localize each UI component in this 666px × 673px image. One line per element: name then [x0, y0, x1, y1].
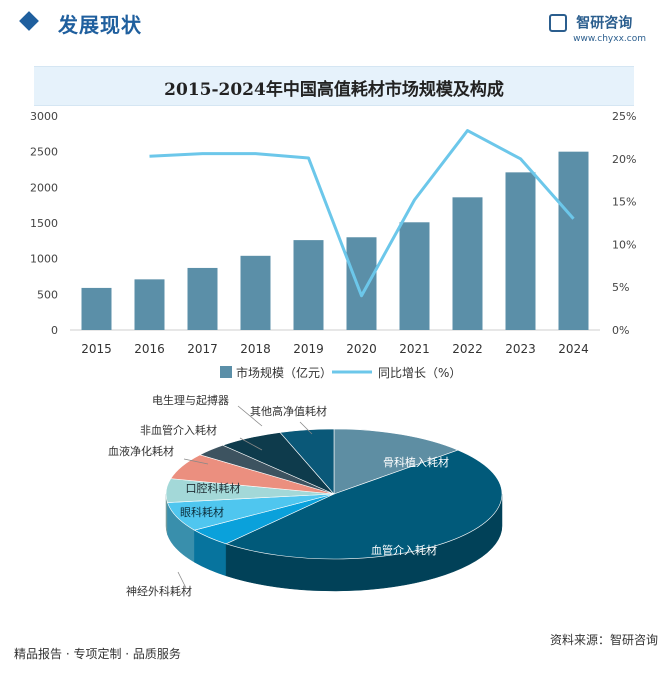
x-tick-label: 2023	[505, 342, 536, 356]
pie-leader-line	[237, 405, 263, 427]
page-header: 发展现状 智研咨询 www.chyxx.com	[0, 0, 666, 50]
pie-slice	[279, 428, 335, 495]
bar	[346, 237, 377, 330]
y-left-tick-label: 1000	[30, 253, 58, 266]
source-note: 资料来源：智研咨询	[549, 633, 658, 647]
x-tick-label: 2018	[240, 342, 271, 356]
bar	[240, 255, 271, 330]
section-title: 发展现状	[58, 13, 142, 37]
x-tick-label: 2020	[346, 342, 377, 356]
bar	[81, 287, 112, 330]
bar	[558, 151, 589, 330]
pie-slice-label: 其他高净值耗材	[250, 404, 327, 418]
bar	[187, 267, 218, 330]
y-left-tick-label: 2000	[30, 181, 58, 194]
x-tick-label: 2015	[81, 342, 112, 356]
x-tick-label: 2021	[399, 342, 430, 356]
y-left-tick-label: 1500	[30, 217, 58, 230]
y-left-tick-label: 2500	[30, 146, 58, 159]
pie-slice-label: 口腔科耗材	[186, 481, 241, 495]
pie-leader-line	[239, 437, 263, 451]
pie-leader-line	[183, 458, 209, 465]
legend-bar-label: 市场规模（亿元）	[236, 365, 332, 380]
bar	[399, 222, 430, 330]
y-right-tick-label: 10%	[612, 238, 636, 251]
y-right-tick-label: 25%	[612, 110, 636, 123]
pie-slice-label: 骨科植入耗材	[383, 455, 449, 469]
chart-title: 2015-2024年中国高值耗材市场规模及构成	[164, 80, 504, 100]
chart-title-bar: 2015-2024年中国高值耗材市场规模及构成	[34, 66, 634, 106]
brand-name: 智研咨询	[576, 15, 633, 32]
footer-tagline: 精品报告 · 专项定制 · 品质服务	[14, 647, 181, 661]
brand-url: www.chyxx.com	[573, 33, 646, 44]
legend-line-label: 同比增长（%）	[378, 366, 461, 380]
pie-slice-label: 眼科耗材	[180, 505, 224, 519]
y-right-tick-label: 5%	[612, 281, 629, 294]
x-tick-label: 2019	[293, 342, 324, 356]
y-left-tick-label: 3000	[30, 110, 58, 123]
pie-leader-line	[299, 421, 313, 435]
pie-slice	[225, 449, 503, 560]
pie-leader-line	[177, 571, 187, 589]
x-tick-label: 2024	[558, 342, 589, 356]
y-right-tick-label: 15%	[612, 196, 636, 209]
pie-slice	[333, 428, 459, 495]
growth-line	[149, 129, 575, 298]
bar	[134, 279, 165, 330]
y-right-tick-label: 20%	[612, 153, 636, 166]
pie-slice-label: 非血管介入耗材	[140, 423, 217, 437]
bar	[505, 172, 536, 330]
brand-logo-icon	[549, 13, 568, 32]
x-tick-label: 2022	[452, 342, 483, 356]
pie-slice-label: 血管介入耗材	[371, 543, 437, 557]
bar	[293, 240, 324, 330]
brand-logo: 智研咨询 www.chyxx.com	[549, 12, 646, 44]
legend-bar-swatch	[220, 366, 232, 378]
x-tick-label: 2016	[134, 342, 165, 356]
bar	[452, 197, 483, 330]
diamond-icon	[19, 11, 39, 31]
pie-slice-label: 神经外科耗材	[126, 584, 192, 598]
pie-slice-label: 电生理与起搏器	[152, 393, 229, 407]
x-tick-label: 2017	[187, 342, 218, 356]
y-right-tick-label: 0%	[612, 324, 629, 337]
y-left-tick-label: 500	[37, 288, 58, 301]
combo-chart: 0 500 1000 1500 2000 2500 3000 0% 5% 10% 15% 20% 25%…	[30, 110, 636, 380]
pie-slice-label: 血液净化耗材	[108, 444, 174, 458]
y-left-tick-label: 0	[51, 324, 58, 337]
